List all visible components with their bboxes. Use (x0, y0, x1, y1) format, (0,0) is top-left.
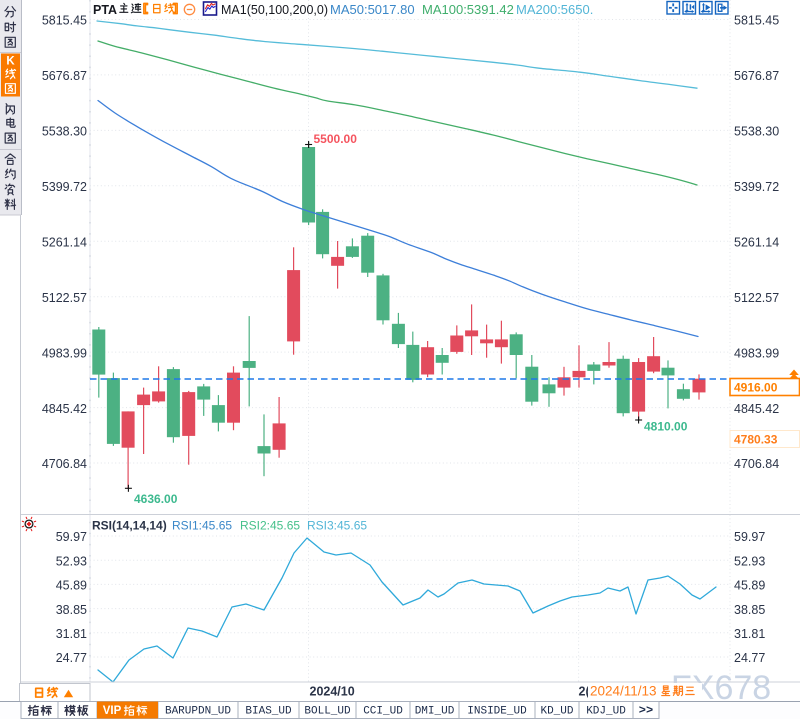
svg-text:4983.99: 4983.99 (734, 346, 779, 360)
svg-text:45.89: 45.89 (734, 579, 765, 593)
svg-text:4706.84: 4706.84 (42, 457, 87, 471)
svg-text:2024/10: 2024/10 (310, 685, 355, 699)
svg-text:5538.30: 5538.30 (734, 125, 779, 139)
svg-text:59.97: 59.97 (56, 530, 87, 544)
svg-text:5676.87: 5676.87 (734, 69, 779, 83)
svg-text:KDJ_UD: KDJ_UD (586, 706, 626, 718)
svg-text:MA100:5391.42: MA100:5391.42 (422, 2, 514, 17)
svg-text:4810.00: 4810.00 (644, 420, 688, 434)
svg-text:5538.30: 5538.30 (42, 125, 87, 139)
svg-text:MA1(50,100,200,0): MA1(50,100,200,0) (221, 3, 328, 17)
svg-text:45.89: 45.89 (56, 579, 87, 593)
svg-text:5399.72: 5399.72 (42, 180, 87, 194)
svg-text:4983.99: 4983.99 (42, 346, 87, 360)
svg-text:PTA: PTA (93, 3, 117, 17)
svg-text:31.81: 31.81 (734, 627, 765, 641)
svg-text:5399.72: 5399.72 (734, 180, 779, 194)
svg-text:52.93: 52.93 (734, 554, 765, 568)
svg-text:4916.00: 4916.00 (734, 380, 778, 394)
svg-text:4636.00: 4636.00 (134, 492, 178, 506)
svg-text:4706.84: 4706.84 (734, 457, 779, 471)
svg-text:BARUPDN_UD: BARUPDN_UD (165, 706, 231, 718)
svg-text:4845.42: 4845.42 (734, 402, 779, 416)
svg-text:DMI_UD: DMI_UD (415, 706, 455, 718)
svg-text:RSI3:45.65: RSI3:45.65 (307, 519, 367, 533)
svg-text:5261.14: 5261.14 (42, 236, 87, 250)
svg-text:24.77: 24.77 (734, 651, 765, 665)
svg-text:38.85: 38.85 (56, 603, 87, 617)
svg-text:BIAS_UD: BIAS_UD (245, 706, 292, 718)
svg-text:5122.57: 5122.57 (734, 291, 779, 305)
svg-text:5122.57: 5122.57 (42, 291, 87, 305)
svg-text:RSI2:45.65: RSI2:45.65 (240, 519, 300, 533)
svg-text:MA200:5650.: MA200:5650. (516, 2, 593, 17)
svg-text:MA50:5017.80: MA50:5017.80 (330, 2, 415, 17)
svg-text:5815.45: 5815.45 (734, 14, 779, 28)
svg-text:RSI1:45.65: RSI1:45.65 (172, 519, 232, 533)
svg-text:5676.87: 5676.87 (42, 69, 87, 83)
svg-text:2(: 2( (579, 685, 591, 699)
svg-text:INSIDE_UD: INSIDE_UD (467, 706, 527, 718)
svg-text:5261.14: 5261.14 (734, 236, 779, 250)
svg-text:RSI(14,14,14): RSI(14,14,14) (92, 519, 167, 533)
svg-text:BOLL_UD: BOLL_UD (304, 706, 351, 718)
svg-text:38.85: 38.85 (734, 603, 765, 617)
svg-text:2024/11/13: 2024/11/13 (590, 684, 657, 699)
svg-text:CCI_UD: CCI_UD (363, 706, 403, 718)
svg-text:>>: >> (639, 704, 653, 718)
svg-text:52.93: 52.93 (56, 554, 87, 568)
svg-text:31.81: 31.81 (56, 627, 87, 641)
svg-text:K: K (6, 56, 15, 68)
svg-text:4845.42: 4845.42 (42, 402, 87, 416)
svg-text:24.77: 24.77 (56, 651, 87, 665)
svg-text:VIP: VIP (103, 705, 122, 717)
svg-text:5815.45: 5815.45 (42, 14, 87, 28)
svg-text:4780.33: 4780.33 (734, 432, 778, 446)
svg-text:KD_UD: KD_UD (540, 706, 573, 718)
svg-text:59.97: 59.97 (734, 530, 765, 544)
svg-text:5500.00: 5500.00 (314, 132, 358, 146)
